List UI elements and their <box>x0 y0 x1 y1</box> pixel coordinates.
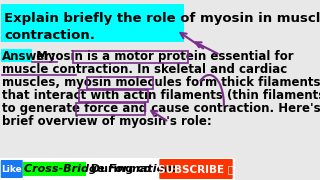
FancyBboxPatch shape <box>2 4 184 42</box>
Text: brief overview of myosin's role:: brief overview of myosin's role: <box>2 115 212 128</box>
FancyBboxPatch shape <box>159 159 233 179</box>
Text: that interact with actin filaments (thin filaments): that interact with actin filaments (thin… <box>2 89 320 102</box>
Bar <box>76 103 145 115</box>
Text: Explain briefly the role of myosin in muscle
contraction.: Explain briefly the role of myosin in mu… <box>4 12 320 42</box>
Text: Like: Like <box>1 165 22 174</box>
Text: to generate force and cause contraction. Here's a: to generate force and cause contraction.… <box>2 102 320 115</box>
Bar <box>0 158 235 180</box>
Bar <box>23 162 86 176</box>
Text: Myosin is a motor protein essential for: Myosin is a motor protein essential for <box>32 50 294 63</box>
Bar <box>87 77 153 89</box>
Bar <box>73 51 188 63</box>
Text: SUBSCRIBE 🔔: SUBSCRIBE 🔔 <box>158 164 234 174</box>
Text: muscles, myosin molecules form thick filaments: muscles, myosin molecules form thick fil… <box>2 76 320 89</box>
Text: Cross-Bridge Formation:: Cross-Bridge Formation: <box>24 164 177 174</box>
Text: muscle contraction. In skeletal and cardiac: muscle contraction. In skeletal and card… <box>2 63 287 76</box>
Text: During co: During co <box>87 164 151 174</box>
FancyBboxPatch shape <box>2 49 32 62</box>
Bar <box>78 90 148 102</box>
FancyBboxPatch shape <box>1 160 23 178</box>
Text: Answer:: Answer: <box>2 50 56 63</box>
